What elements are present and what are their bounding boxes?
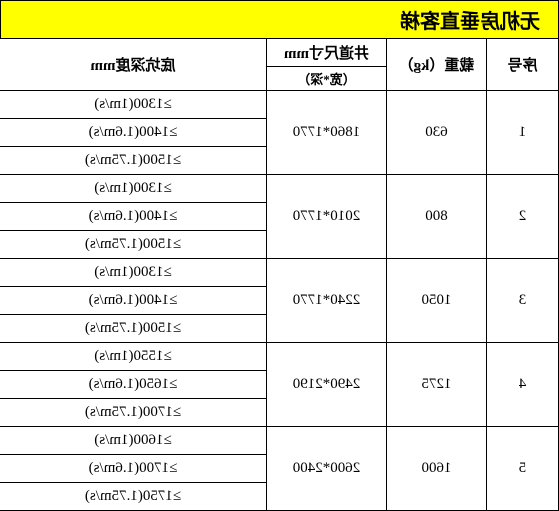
cell-seq: 5 xyxy=(487,427,559,511)
cell-pit: ≥1700(1.75m/s) xyxy=(0,399,267,427)
cell-pit: ≥1300(1m/s) xyxy=(0,91,267,119)
cell-seq: 1 xyxy=(487,91,559,175)
cell-load: 1275 xyxy=(387,343,487,427)
table-header-row: 序号 载重（kg） 井道尺寸mm 底坑深度mm xyxy=(0,39,559,67)
cell-pit: ≥1400(1.6m/s) xyxy=(0,287,267,315)
header-pit: 底坑深度mm xyxy=(0,39,267,91)
header-shaft-sub: （宽*深） xyxy=(267,67,387,91)
cell-pit: ≥1500(1.75m/s) xyxy=(0,315,267,343)
cell-shaft: 2600*2400 xyxy=(267,427,387,511)
cell-pit: ≥1600(1m/s) xyxy=(0,427,267,455)
cell-pit: ≥1700(1.6m/s) xyxy=(0,455,267,483)
cell-pit: ≥1500(1.75m/s) xyxy=(0,231,267,259)
cell-shaft: 2240*1770 xyxy=(267,259,387,343)
spec-table: 序号 载重（kg） 井道尺寸mm 底坑深度mm （宽*深） 16301860*1… xyxy=(0,38,559,511)
cell-pit: ≥1300(1m/s) xyxy=(0,175,267,203)
cell-load: 800 xyxy=(387,175,487,259)
cell-load: 1050 xyxy=(387,259,487,343)
cell-seq: 2 xyxy=(487,175,559,259)
cell-pit: ≥1300(1m/s) xyxy=(0,259,267,287)
cell-load: 630 xyxy=(387,91,487,175)
cell-pit: ≥1400(1.6m/s) xyxy=(0,119,267,147)
cell-pit: ≥1500(1.75m/s) xyxy=(0,147,267,175)
cell-shaft: 2010*1770 xyxy=(267,175,387,259)
table-row: 516002600*2400≥1600(1m/s) xyxy=(0,427,559,455)
page-title: 无机房垂直客梯 xyxy=(400,5,540,34)
cell-seq: 3 xyxy=(487,259,559,343)
cell-pit: ≥1550(1m/s) xyxy=(0,343,267,371)
cell-pit: ≥1400(1.6m/s) xyxy=(0,203,267,231)
title-bar: 无机房垂直客梯 xyxy=(0,0,559,38)
table-row: 28002010*1770≥1300(1m/s) xyxy=(0,175,559,203)
table-row: 16301860*1770≥1300(1m/s) xyxy=(0,91,559,119)
table-row: 310502240*1770≥1300(1m/s) xyxy=(0,259,559,287)
header-seq: 序号 xyxy=(487,39,559,91)
cell-shaft: 1860*1770 xyxy=(267,91,387,175)
cell-pit: ≥1750(1.75m/s) xyxy=(0,483,267,511)
header-load: 载重（kg） xyxy=(387,39,487,91)
table-row: 412752490*2190≥1550(1m/s) xyxy=(0,343,559,371)
cell-seq: 4 xyxy=(487,343,559,427)
header-shaft: 井道尺寸mm xyxy=(267,39,387,67)
cell-shaft: 2490*2190 xyxy=(267,343,387,427)
cell-pit: ≥1650(1.6m/s) xyxy=(0,371,267,399)
cell-load: 1600 xyxy=(387,427,487,511)
